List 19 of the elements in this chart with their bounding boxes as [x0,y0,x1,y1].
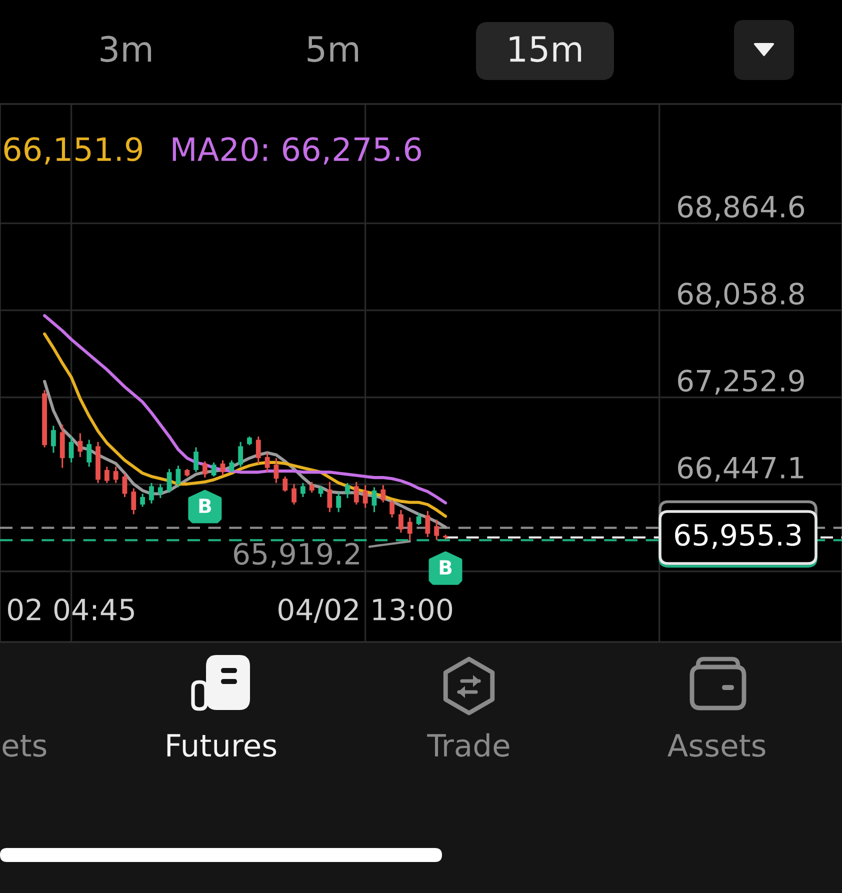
y-tick-label: 67,252.9 [678,370,804,395]
text: 5m [308,36,358,62]
text: 15m [510,36,582,62]
text: Assets [668,734,766,757]
y-tick-label: 68,058.8 [678,282,804,308]
ref-line-label: 65,955.3 [675,524,801,549]
annotation: B [440,560,452,574]
text: 3m [100,36,152,62]
x-tick-label: 04/02 13:00 [278,598,452,623]
annotation: B [199,498,211,513]
y-tick-label: 68,864.6 [678,196,804,221]
text: 66,151.9 [4,137,142,165]
y-tick-label: 66,447.1 [678,456,804,482]
text: Trade [427,733,510,757]
annotation: 65,919.2 [234,542,359,568]
text: Futures [167,734,276,757]
text: MA20: 66,275.6 [172,137,421,165]
text: ets [2,734,46,757]
x-tick-label: 02 04:45 [8,598,134,621]
